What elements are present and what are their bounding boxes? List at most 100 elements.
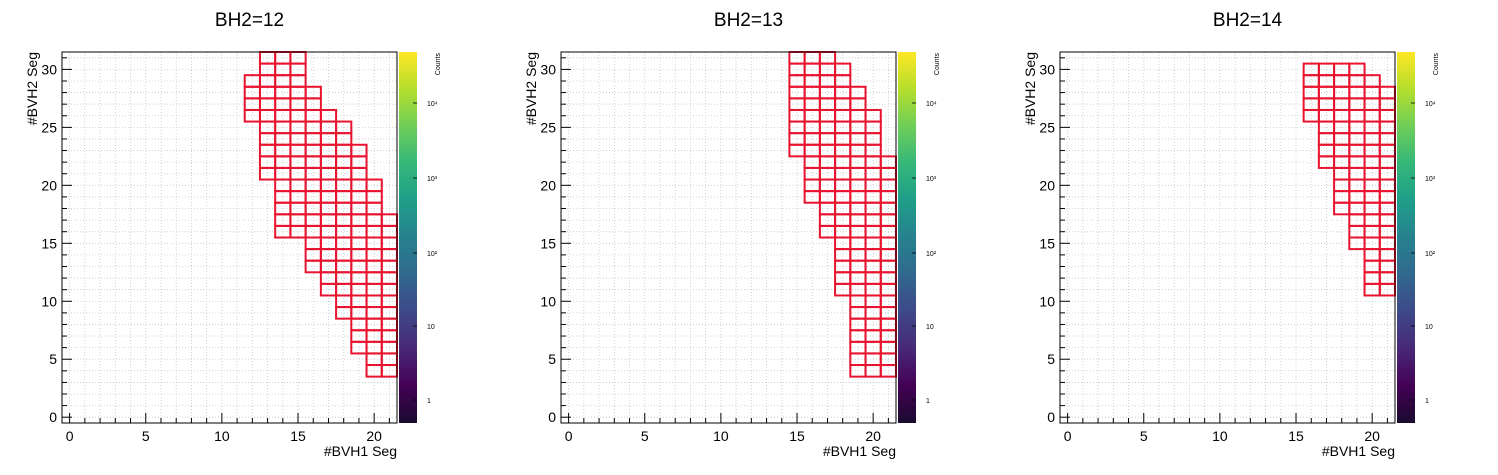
y-tick-label: 5 — [1047, 351, 1055, 367]
chart-title: BH2=13 — [713, 10, 784, 31]
colorbar-label: Counts — [1433, 53, 1440, 76]
chart-panel: BH2=13 0 5 10 15 20 0 5 10 15 20 25 30 #BVH1 Seg #BVH2… — [499, 0, 998, 475]
heatmap-svg: 0 5 10 15 20 0 5 10 15 20 25 30 #BVH1 Seg #BVH2 Seg 1 1… — [523, 51, 941, 459]
colorbar-tick-label: 10² — [1425, 251, 1436, 258]
x-tick-label: 0 — [66, 428, 74, 444]
y-tick-label: 25 — [540, 119, 556, 135]
colorbar-tick-label: 10³ — [926, 176, 937, 183]
y-axis-label: #BVH2 Seg — [1022, 52, 1038, 125]
x-tick-label: 10 — [1212, 428, 1228, 444]
colorbar-tick-label: 10 — [1425, 324, 1433, 331]
y-tick-label: 20 — [540, 177, 556, 193]
x-tick-label: 20 — [366, 428, 382, 444]
chart-title: BH2=12 — [214, 10, 285, 31]
plot-frame — [61, 51, 398, 424]
x-axis: 0 5 10 15 20 — [1064, 413, 1388, 444]
colorbar-label: Counts — [435, 53, 442, 76]
x-tick-label: 5 — [142, 428, 150, 444]
x-tick-label: 0 — [1064, 428, 1072, 444]
y-tick-label: 5 — [49, 351, 57, 367]
colorbar-tick-label: 10 — [427, 324, 435, 331]
bin-box — [274, 132, 292, 146]
colorbar-tick-label: 1 — [926, 398, 930, 405]
plot-frame — [560, 51, 897, 424]
x-tick-label: 5 — [641, 428, 649, 444]
bin-group — [788, 51, 898, 378]
x-tick-label: 0 — [565, 428, 573, 444]
y-tick-label: 5 — [548, 351, 556, 367]
chart-title: BH2=14 — [1212, 10, 1283, 31]
colorbar-tick-label: 10³ — [1425, 176, 1436, 183]
bin-box — [788, 132, 806, 146]
y-tick-label: 15 — [41, 235, 57, 251]
bin-box — [304, 132, 322, 146]
x-axis-label: #BVH1 Seg — [324, 443, 397, 459]
x-tick-label: 5 — [1140, 428, 1148, 444]
colorbar-tick-label: 10⁴ — [427, 101, 438, 108]
colorbar-tick-label: 10 — [926, 324, 934, 331]
y-axis: 0 5 10 15 20 25 30 — [41, 57, 72, 425]
colorbar-tick-label: 1 — [1425, 398, 1429, 405]
y-axis: 0 5 10 15 20 25 30 — [540, 57, 571, 425]
x-tick-label: 10 — [214, 428, 230, 444]
heatmap-svg: 0 5 10 15 20 0 5 10 15 20 25 30 #BVH1 Seg #BVH2 Seg 1 1… — [1022, 51, 1440, 459]
bin-box — [350, 143, 368, 158]
y-tick-label: 30 — [41, 61, 57, 77]
x-tick-label: 15 — [1288, 428, 1304, 444]
colorbar-tick-label: 10⁴ — [926, 101, 937, 108]
heatmap-svg: 0 5 10 15 20 0 5 10 15 20 25 30 #BVH1 Seg #BVH2 Seg 1 1… — [24, 51, 442, 459]
y-tick-label: 0 — [49, 409, 57, 425]
bin-box — [864, 108, 882, 123]
y-tick-label: 20 — [41, 177, 57, 193]
bin-box — [803, 132, 821, 146]
x-tick-label: 10 — [713, 428, 729, 444]
y-tick-label: 15 — [540, 235, 556, 251]
colorbar-label: Counts — [934, 53, 941, 76]
bin-box — [849, 85, 867, 100]
grid-lines — [62, 52, 397, 423]
x-tick-label: 20 — [1364, 428, 1380, 444]
colorbar — [898, 52, 916, 423]
y-tick-label: 10 — [540, 293, 556, 309]
bin-box — [335, 120, 353, 135]
colorbar — [1397, 52, 1415, 423]
bin-box — [1363, 74, 1381, 88]
plot-frame — [1059, 51, 1396, 424]
bin-box — [365, 178, 383, 193]
grid-lines — [1060, 52, 1395, 423]
y-tick-label: 15 — [1039, 235, 1055, 251]
colorbar-tick-label: 10² — [427, 251, 438, 258]
y-tick-label: 30 — [540, 61, 556, 77]
y-tick-label: 25 — [41, 119, 57, 135]
y-tick-label: 0 — [548, 409, 556, 425]
bin-box — [834, 62, 852, 77]
x-tick-label: 15 — [789, 428, 805, 444]
bin-box — [289, 132, 307, 146]
y-tick-label: 20 — [1039, 177, 1055, 193]
colorbar-tick-label: 10⁴ — [1425, 101, 1436, 108]
bin-group — [1302, 62, 1397, 297]
bin-box — [319, 108, 338, 123]
x-axis: 0 5 10 15 20 — [565, 413, 889, 444]
chart-panel: BH2=14 0 5 10 15 20 0 5 10 15 20 25 30 #BVH1 Seg #BVH2… — [998, 0, 1497, 475]
x-tick-label: 20 — [865, 428, 881, 444]
x-axis-label: #BVH1 Seg — [823, 443, 896, 459]
bin-box — [304, 85, 322, 100]
y-tick-label: 0 — [1047, 409, 1055, 425]
y-tick-label: 25 — [1039, 119, 1055, 135]
y-tick-label: 30 — [1039, 61, 1055, 77]
x-tick-label: 15 — [290, 428, 306, 444]
colorbar-tick-label: 10² — [926, 251, 937, 258]
y-tick-label: 10 — [41, 293, 57, 309]
colorbar-tick-label: 10³ — [427, 176, 438, 183]
grid-lines — [561, 52, 896, 423]
y-tick-label: 10 — [1039, 293, 1055, 309]
y-axis: 0 5 10 15 20 25 30 — [1039, 57, 1070, 425]
colorbar — [399, 52, 417, 423]
y-axis-label: #BVH2 Seg — [523, 52, 539, 125]
x-axis: 0 5 10 15 20 — [66, 413, 390, 444]
bin-box — [1348, 62, 1366, 77]
chart-panel: BH2=12 0 5 10 15 20 0 5 10 15 20 25 30 #BVH1 Seg #BVH2… — [0, 0, 499, 475]
y-axis-label: #BVH2 Seg — [24, 52, 40, 125]
